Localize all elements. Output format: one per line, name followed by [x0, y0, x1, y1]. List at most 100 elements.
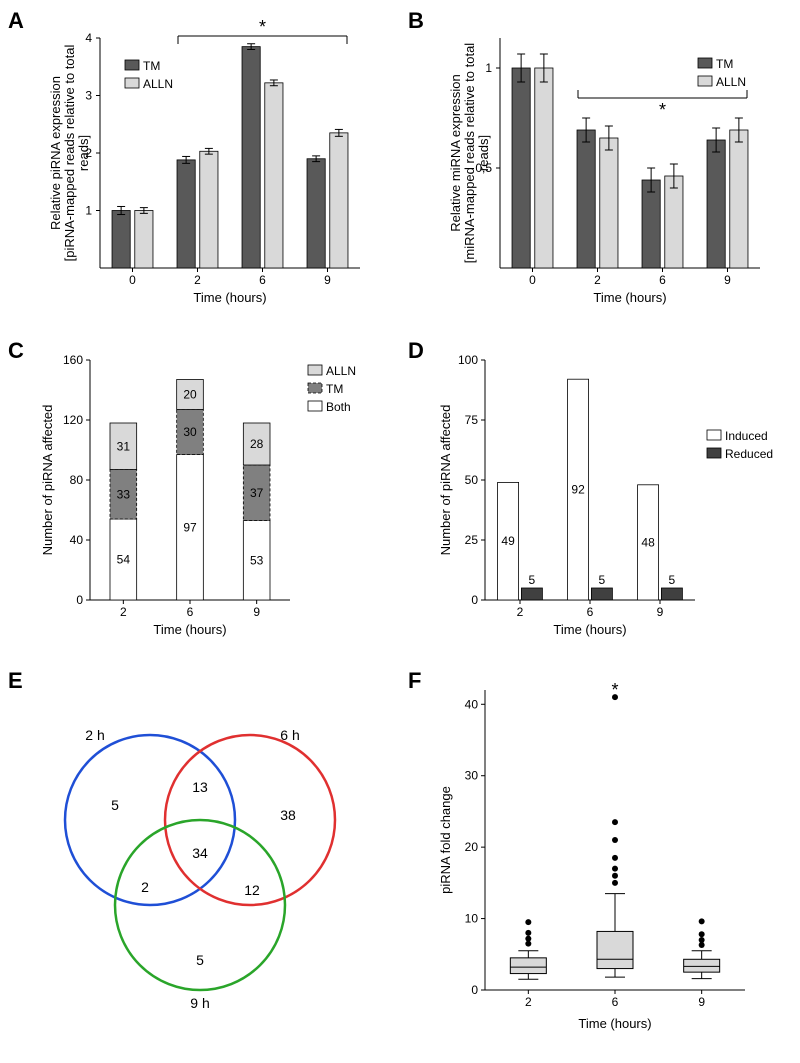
svg-text:9: 9	[657, 605, 664, 619]
svg-text:3: 3	[85, 89, 92, 103]
panel-d-label: D	[408, 338, 424, 364]
panel-a-chart: 12340269*Time (hours)Relative piRNA expr…	[30, 10, 390, 320]
svg-text:9: 9	[698, 995, 705, 1009]
panel-b: B 0,510269*Time (hours)Relative miRNA ex…	[400, 0, 800, 330]
svg-text:120: 120	[63, 413, 83, 427]
svg-text:49: 49	[501, 534, 515, 548]
svg-text:Both: Both	[326, 400, 351, 414]
svg-text:2: 2	[141, 879, 149, 895]
svg-text:0: 0	[129, 273, 136, 287]
svg-text:6: 6	[187, 605, 194, 619]
svg-text:Time (hours): Time (hours)	[553, 622, 626, 637]
panel-b-label: B	[408, 8, 424, 34]
svg-text:Number of piRNA affected: Number of piRNA affected	[40, 405, 55, 556]
svg-text:20: 20	[183, 388, 197, 402]
svg-text:0: 0	[471, 983, 478, 997]
svg-text:38: 38	[280, 807, 296, 823]
svg-text:5: 5	[669, 573, 676, 587]
svg-text:33: 33	[117, 487, 131, 501]
svg-text:54: 54	[117, 553, 131, 567]
svg-text:Time (hours): Time (hours)	[153, 622, 226, 637]
svg-text:Time (hours): Time (hours)	[578, 1016, 651, 1031]
svg-text:1: 1	[485, 61, 492, 75]
svg-text:37: 37	[250, 486, 264, 500]
svg-text:Relative miRNA expression[miRN: Relative miRNA expression[miRNA-mapped r…	[448, 43, 491, 263]
svg-text:2: 2	[120, 605, 127, 619]
svg-text:30: 30	[183, 425, 197, 439]
svg-text:10: 10	[465, 912, 479, 926]
svg-text:Reduced: Reduced	[725, 447, 773, 461]
panel-f-boxplot: 0 10 20 30 40 2 6 9 * Time (hours) piRNA fold chan…	[430, 670, 790, 1050]
svg-text:48: 48	[641, 535, 655, 549]
svg-text:TM: TM	[143, 59, 160, 73]
svg-text:53: 53	[250, 553, 264, 567]
svg-text:2 h: 2 h	[85, 727, 104, 743]
svg-text:Relative piRNA expression[piRN: Relative piRNA expression[piRNA-mapped r…	[48, 45, 91, 262]
panel-f-label: F	[408, 668, 421, 694]
svg-text:2: 2	[194, 273, 201, 287]
svg-text:6: 6	[659, 273, 666, 287]
svg-text:100: 100	[458, 353, 478, 367]
svg-text:20: 20	[465, 840, 479, 854]
panel-d-chart: 0 25 50 75 100 49 5 2 92 5 6 48 5 9 Time (hours) Number…	[430, 340, 790, 650]
svg-text:2: 2	[525, 995, 532, 1009]
panel-c: C 0 40 80 120 160 54 33 31 2 97 30 20 6 53 37 28 9 Time (…	[0, 330, 400, 660]
svg-text:6: 6	[587, 605, 594, 619]
svg-text:80: 80	[70, 473, 84, 487]
svg-text:9 h: 9 h	[190, 995, 209, 1011]
svg-text:piRNA fold change: piRNA fold change	[438, 786, 453, 894]
svg-text:31: 31	[117, 439, 131, 453]
panel-e: E 2 h6 h9 h53851321234	[0, 660, 400, 1060]
panel-f: F 0 10 20 30 40 2 6 9 * Time (hours) piRNA fold ch…	[400, 660, 800, 1060]
panel-c-chart: 0 40 80 120 160 54 33 31 2 97 30 20 6 53 37 28 9 Time (ho…	[30, 340, 390, 650]
svg-text:0: 0	[76, 593, 83, 607]
svg-text:40: 40	[465, 697, 479, 711]
svg-text:9: 9	[253, 605, 260, 619]
svg-text:12: 12	[244, 882, 260, 898]
svg-text:9: 9	[324, 273, 331, 287]
svg-text:0: 0	[529, 273, 536, 287]
svg-text:13: 13	[192, 779, 208, 795]
panel-a-label: A	[8, 8, 24, 34]
svg-text:75: 75	[465, 413, 479, 427]
svg-text:1: 1	[85, 204, 92, 218]
svg-text:6: 6	[259, 273, 266, 287]
svg-text:34: 34	[192, 845, 208, 861]
panel-e-venn: 2 h 6 h 9 h 5 38 5 13 2 12 34	[20, 680, 380, 1060]
svg-text:ALLN: ALLN	[326, 364, 356, 378]
svg-text:97: 97	[183, 520, 197, 534]
svg-text:Induced: Induced	[725, 429, 768, 443]
panel-b-chart: 0,510269*Time (hours)Relative miRNA expr…	[430, 10, 790, 320]
panel-d: D 0 25 50 75 100 49 5 2 92 5 6 48 5 9 Time (hours) Numb…	[400, 330, 800, 660]
svg-text:160: 160	[63, 353, 83, 367]
svg-text:ALLN: ALLN	[716, 75, 746, 89]
svg-text:*: *	[259, 17, 266, 37]
svg-text:28: 28	[250, 437, 264, 451]
svg-text:30: 30	[465, 769, 479, 783]
svg-text:5: 5	[196, 952, 204, 968]
svg-text:5: 5	[111, 797, 119, 813]
panel-c-label: C	[8, 338, 24, 364]
svg-text:4: 4	[85, 31, 92, 45]
svg-text:TM: TM	[716, 57, 733, 71]
svg-text:2: 2	[517, 605, 524, 619]
svg-text:2: 2	[594, 273, 601, 287]
svg-text:0: 0	[471, 593, 478, 607]
svg-text:Number of piRNA affected: Number of piRNA affected	[438, 405, 453, 556]
svg-text:*: *	[659, 100, 666, 120]
svg-text:Time (hours): Time (hours)	[193, 290, 266, 305]
svg-text:40: 40	[70, 533, 84, 547]
svg-text:5: 5	[599, 573, 606, 587]
svg-text:9: 9	[724, 273, 731, 287]
svg-text:Time (hours): Time (hours)	[593, 290, 666, 305]
svg-text:25: 25	[465, 533, 479, 547]
svg-text:6: 6	[612, 995, 619, 1009]
svg-text:6 h: 6 h	[280, 727, 299, 743]
svg-text:50: 50	[465, 473, 479, 487]
svg-text:ALLN: ALLN	[143, 77, 173, 91]
svg-text:TM: TM	[326, 382, 343, 396]
svg-text:*: *	[611, 680, 618, 700]
svg-text:5: 5	[529, 573, 536, 587]
svg-text:92: 92	[571, 483, 585, 497]
panel-a: A 12340269*Time (hours)Relative piRNA ex…	[0, 0, 400, 330]
